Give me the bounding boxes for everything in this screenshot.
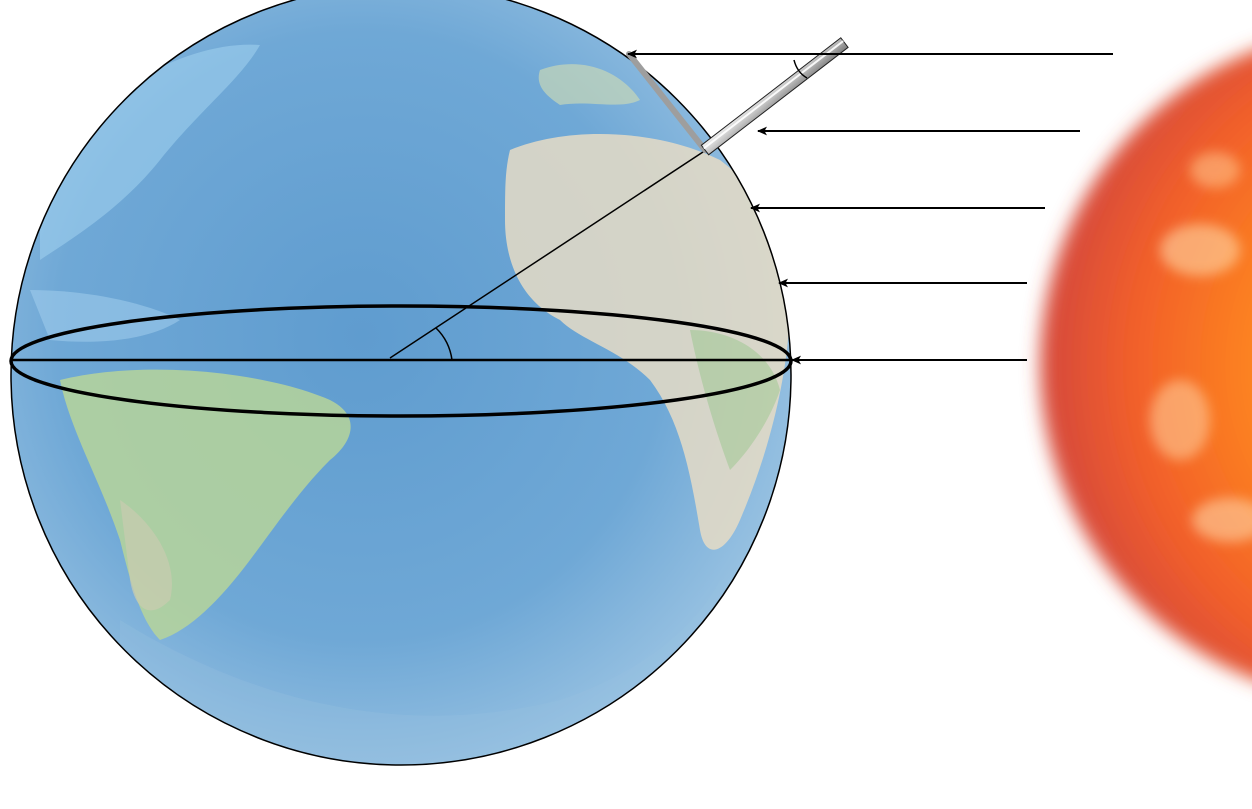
sun-elevation-angle-arc bbox=[793, 59, 808, 79]
earth-globe bbox=[10, 0, 792, 766]
gnomon-shadow bbox=[626, 51, 708, 153]
globe-outline bbox=[10, 0, 792, 766]
latitude-angle-arc bbox=[435, 327, 453, 361]
sun-rays bbox=[627, 49, 1113, 365]
sun bbox=[1040, 51, 1252, 679]
gnomon-rod bbox=[700, 37, 849, 156]
latitude-radius-line bbox=[389, 149, 707, 359]
